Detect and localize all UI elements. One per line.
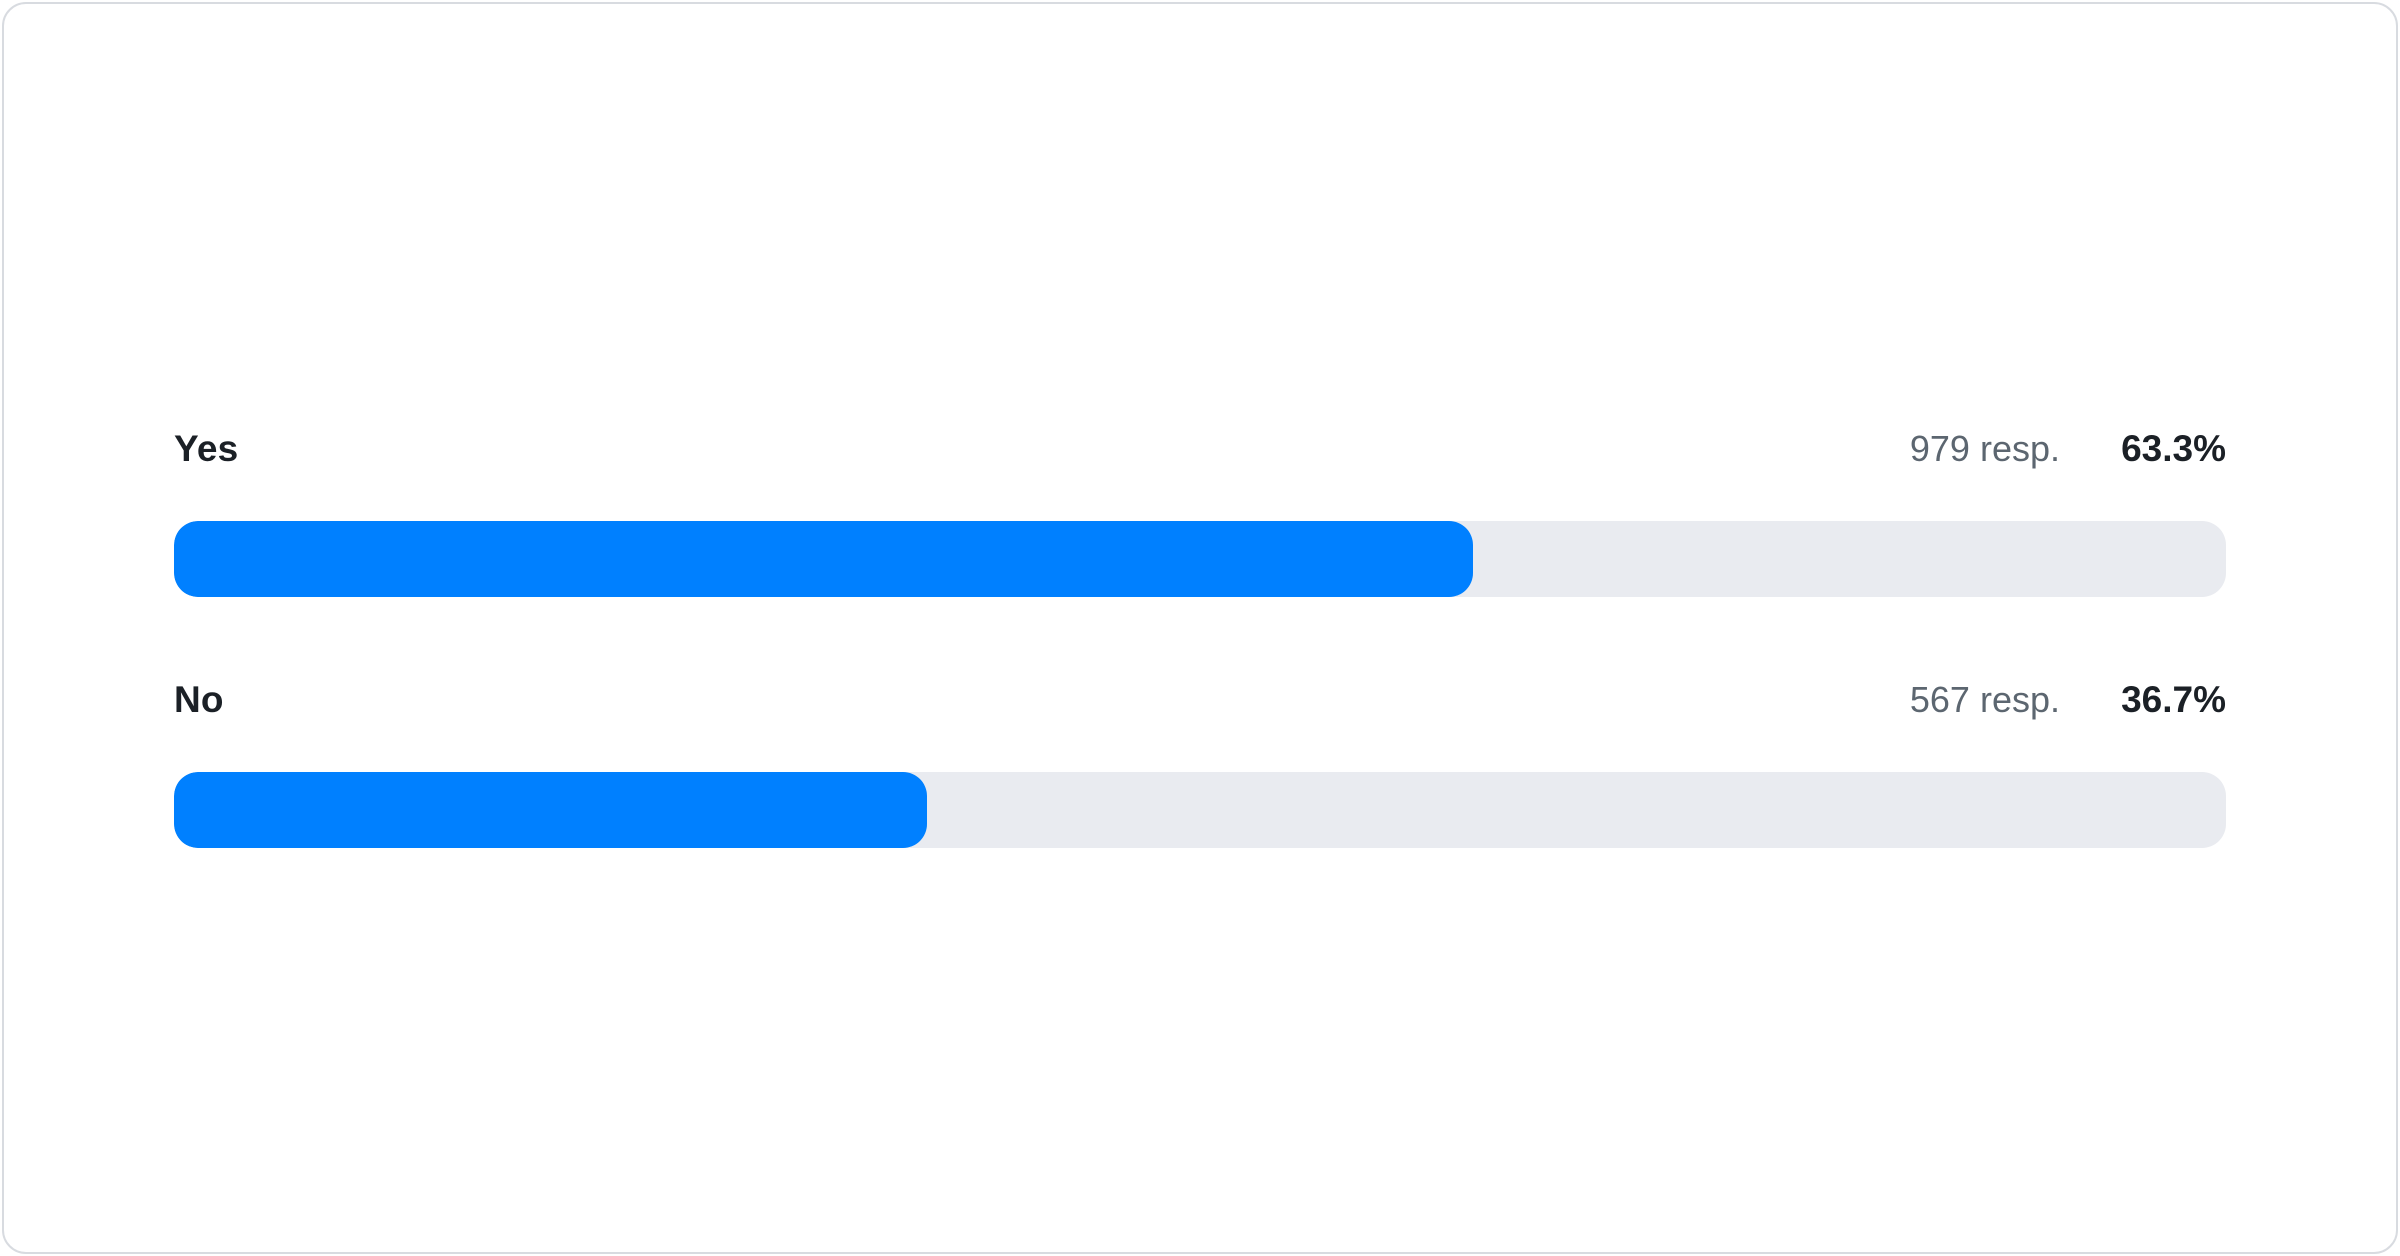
option-header: Yes 979 resp. 63.3% [174,426,2226,472]
option-response-count: 979 resp. [1909,428,2060,469]
option-response-count: 567 resp. [1909,679,2060,720]
bar-fill [174,521,1473,597]
poll-option-yes: Yes 979 resp. 63.3% [174,426,2226,597]
poll-results: Yes 979 resp. 63.3% No 567 resp. 36.7% [174,426,2226,848]
bar-track [174,521,2226,597]
bar-track [174,772,2226,848]
poll-option-no: No 567 resp. 36.7% [174,677,2226,848]
option-label: Yes [174,428,239,469]
option-percent: 63.3% [2121,428,2226,469]
bar-fill [174,772,928,848]
option-label: No [174,679,224,720]
option-header: No 567 resp. 36.7% [174,677,2226,723]
option-percent: 36.7% [2121,679,2226,720]
